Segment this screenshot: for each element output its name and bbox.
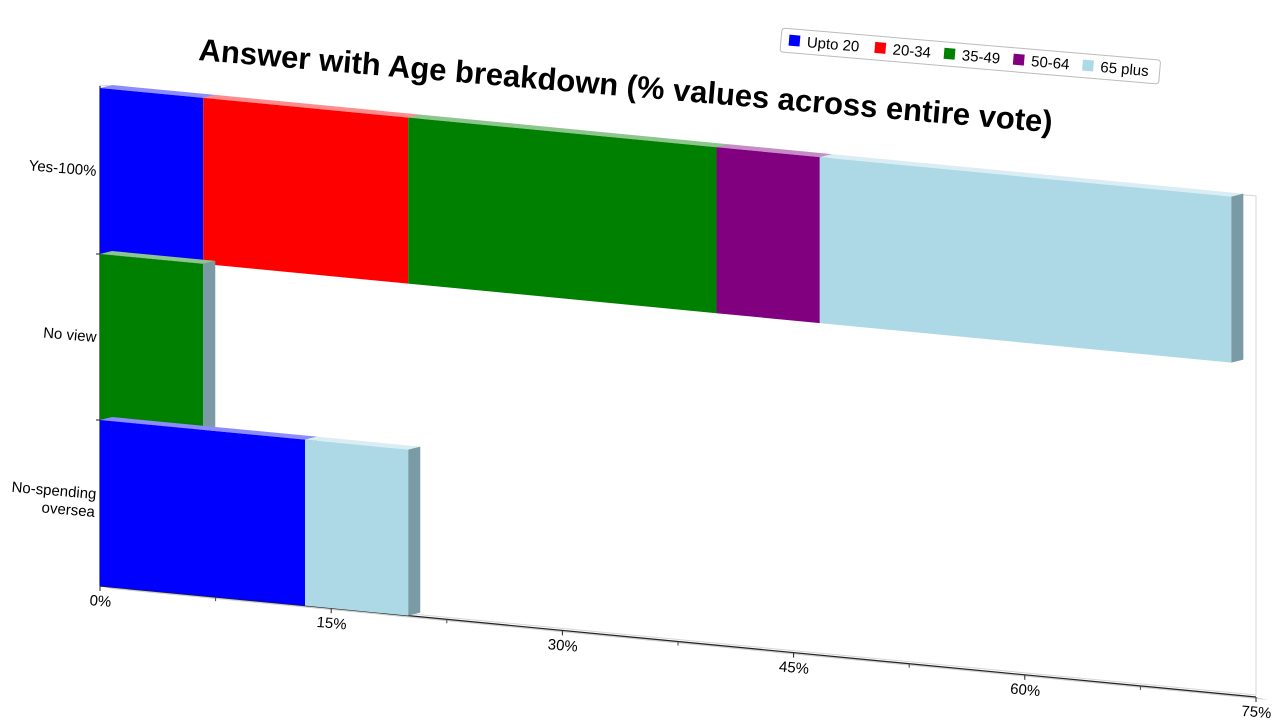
legend: Upto 20 20-34 35-49 50-64 65 plus (779, 27, 1161, 85)
legend-swatch (788, 34, 801, 47)
bar-front-face (100, 420, 305, 606)
x-tick-label: 30% (547, 636, 578, 655)
x-tick-label: 75% (1241, 703, 1272, 720)
category-label-no-view: No view (42, 325, 97, 346)
legend-label: 65 plus (1100, 59, 1150, 80)
bar-top-face (716, 144, 832, 158)
legend-swatch (1012, 53, 1025, 66)
legend-item-20-34: 20-34 (874, 41, 932, 62)
bar-side-face (408, 446, 421, 616)
bar-top-face (100, 85, 216, 98)
legend-swatch (943, 47, 956, 60)
bar-front-face (716, 147, 820, 324)
legend-item-35-49: 35-49 (943, 47, 1001, 68)
legend-label: Upto 20 (806, 34, 860, 55)
bar-front-face (203, 97, 409, 284)
bar-yes-100-50-64 (716, 144, 832, 324)
bar-yes-100-20-34 (203, 94, 421, 284)
legend-swatch (874, 41, 887, 54)
bar-side-face (203, 260, 216, 430)
bar-top-face (100, 417, 317, 440)
bar-top-face (203, 94, 421, 118)
bar-top-face (819, 154, 1244, 197)
bar-no-spending-oversea-upto-20 (100, 417, 317, 606)
category-label-yes-100: Yes-100% (28, 157, 97, 180)
bar-top-face (304, 436, 421, 450)
legend-item-50-64: 50-64 (1012, 53, 1070, 73)
bar-front-face (100, 254, 204, 430)
bar-no-view-35-49 (100, 251, 216, 430)
legend-label: 50-64 (1030, 53, 1070, 73)
legend-label: 20-34 (892, 41, 932, 61)
bar-top-face (100, 251, 216, 264)
legend-label: 35-49 (961, 47, 1001, 67)
bar-top-face (408, 114, 729, 148)
bar-yes-100-35-49 (408, 114, 729, 314)
x-tick-label: 0% (89, 592, 112, 611)
bars (100, 85, 1244, 616)
bar-yes-100-65-plus (819, 154, 1244, 363)
bar-front-face (304, 439, 409, 616)
x-tick-label: 60% (1010, 681, 1041, 700)
x-tick-label: 45% (778, 658, 809, 677)
bar-front-face (408, 117, 717, 314)
bar-yes-100-upto-20 (100, 85, 216, 264)
legend-item-upto-20: Upto 20 (788, 34, 860, 56)
bar-no-spending-oversea-65-plus (304, 436, 421, 616)
category-label-no-spending-oversea: No-spendingoversea (9, 479, 97, 521)
legend-box: Upto 20 20-34 35-49 50-64 65 plus (779, 27, 1161, 85)
bar-side-face (1231, 193, 1244, 363)
x-tick-label: 15% (316, 614, 347, 633)
category-labels: Yes-100% No view No-spendingoversea (9, 157, 97, 521)
bar-front-face (100, 88, 204, 264)
legend-swatch (1082, 59, 1094, 72)
legend-item-65-plus: 65 plus (1082, 59, 1150, 80)
bar-front-face (819, 157, 1232, 363)
